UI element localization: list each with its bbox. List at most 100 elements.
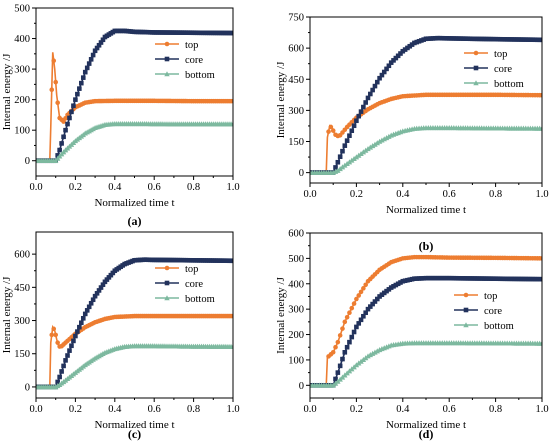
chart-panel: 0.0 0.2 0.4 0.6 0.8 1.0 0 150 300 450 600 Normalize… bbox=[1, 231, 240, 441]
point-core bbox=[65, 121, 70, 127]
point-top bbox=[55, 100, 60, 105]
point-core bbox=[528, 276, 533, 282]
point-core bbox=[335, 370, 341, 375]
point-core bbox=[460, 36, 466, 41]
series-top bbox=[36, 313, 233, 390]
point-core bbox=[514, 276, 519, 282]
point-bottom bbox=[353, 362, 360, 368]
x-tick-label: 1.0 bbox=[535, 404, 548, 415]
point-core bbox=[535, 37, 540, 43]
legend-marker-core bbox=[164, 56, 170, 62]
y-axis-title: Internal energy /J bbox=[275, 276, 287, 353]
point-core bbox=[379, 292, 385, 297]
point-core bbox=[530, 276, 536, 282]
point-core bbox=[358, 317, 364, 323]
point-core bbox=[495, 36, 501, 42]
y-tick-label: 0 bbox=[25, 156, 30, 167]
legend-label: core bbox=[185, 279, 203, 290]
legend-marker-core bbox=[473, 65, 479, 71]
point-bottom bbox=[353, 154, 360, 160]
point-core bbox=[414, 39, 420, 45]
series-top bbox=[310, 92, 542, 175]
point-core bbox=[96, 288, 102, 293]
legend-label: bottom bbox=[185, 70, 215, 81]
point-core bbox=[509, 276, 515, 282]
point-core bbox=[67, 348, 72, 353]
point-core bbox=[354, 118, 359, 124]
legend-label: top bbox=[185, 40, 198, 51]
point-bottom bbox=[369, 143, 376, 149]
point-core bbox=[502, 276, 508, 282]
y-tick-label: 600 bbox=[288, 44, 304, 55]
point-core bbox=[437, 275, 443, 281]
point-core bbox=[94, 291, 100, 296]
legend-marker-top bbox=[463, 292, 469, 298]
series-bottom bbox=[310, 125, 542, 175]
point-core bbox=[409, 42, 415, 47]
x-axis-title: Normalized time t bbox=[94, 197, 174, 209]
x-tick-label: 0.2 bbox=[69, 182, 82, 193]
point-core bbox=[467, 276, 473, 281]
point-core bbox=[333, 376, 338, 382]
point-core bbox=[71, 103, 76, 109]
y-tick-label: 100 bbox=[14, 126, 30, 137]
point-top bbox=[330, 128, 336, 133]
point-core bbox=[500, 276, 505, 282]
chart-panel: 0.0 0.2 0.4 0.6 0.8 1.0 0 100 200 300 400 500 600 Nor… bbox=[275, 229, 549, 442]
point-core bbox=[537, 276, 542, 282]
point-top bbox=[333, 344, 338, 350]
point-core bbox=[230, 30, 233, 36]
y-tick-label: 450 bbox=[288, 75, 304, 86]
legend-entry: core bbox=[454, 306, 502, 317]
point-core bbox=[84, 65, 90, 71]
point-bottom bbox=[539, 125, 542, 131]
x-tick-label: 0.0 bbox=[29, 182, 42, 193]
y-tick-label: 600 bbox=[14, 250, 30, 261]
point-bottom bbox=[367, 144, 374, 150]
series-bottom bbox=[310, 340, 542, 388]
point-core bbox=[344, 344, 350, 350]
point-core bbox=[532, 276, 538, 282]
point-core bbox=[100, 37, 106, 43]
point-core bbox=[365, 306, 371, 312]
point-bottom bbox=[335, 167, 341, 173]
point-core bbox=[82, 311, 88, 317]
point-core bbox=[523, 276, 529, 282]
point-core bbox=[521, 276, 526, 282]
series-core bbox=[310, 35, 542, 175]
point-top bbox=[363, 282, 368, 288]
point-core bbox=[386, 287, 392, 292]
point-bottom bbox=[230, 343, 233, 349]
point-core bbox=[463, 36, 468, 41]
point-core bbox=[337, 363, 343, 369]
y-tick-label: 600 bbox=[288, 229, 304, 240]
point-core bbox=[351, 123, 357, 129]
point-bottom bbox=[358, 358, 364, 364]
point-core bbox=[361, 313, 366, 319]
point-top bbox=[61, 119, 66, 124]
y-tick-label: 150 bbox=[288, 137, 304, 148]
point-core bbox=[514, 37, 519, 42]
point-core bbox=[65, 353, 70, 358]
series-top bbox=[36, 52, 233, 164]
point-core bbox=[55, 153, 60, 158]
point-top bbox=[49, 332, 55, 338]
point-bottom bbox=[356, 360, 362, 366]
point-core bbox=[456, 275, 461, 281]
legend-label: top bbox=[185, 264, 198, 275]
point-bottom bbox=[539, 340, 542, 346]
point-core bbox=[518, 37, 524, 42]
legend-entry: top bbox=[155, 40, 198, 51]
legend-marker-bottom bbox=[473, 80, 479, 86]
point-core bbox=[347, 339, 352, 345]
point-core bbox=[423, 275, 429, 281]
point-core bbox=[90, 52, 96, 58]
point-top bbox=[344, 314, 350, 320]
y-tick-label: 150 bbox=[14, 349, 30, 360]
point-core bbox=[439, 275, 445, 281]
point-core bbox=[509, 37, 515, 42]
point-core bbox=[73, 97, 78, 102]
point-core bbox=[421, 275, 426, 281]
point-core bbox=[430, 36, 436, 41]
point-core bbox=[59, 369, 64, 374]
